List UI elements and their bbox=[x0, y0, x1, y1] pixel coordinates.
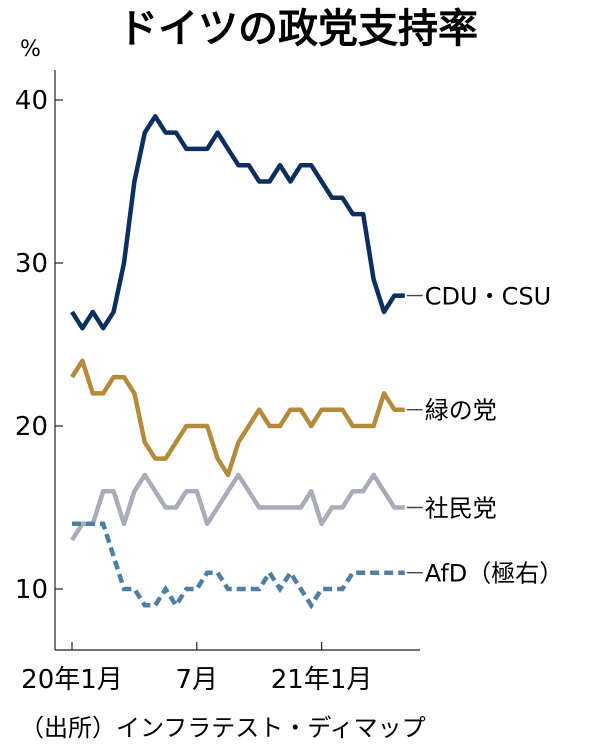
y-tick-label: 40 bbox=[15, 86, 48, 116]
series-lines bbox=[70, 114, 405, 610]
y-axis-unit: % bbox=[20, 37, 41, 62]
y-tick-label: 20 bbox=[15, 412, 48, 442]
y-tick-label: 30 bbox=[15, 249, 48, 279]
y-tick-label: 10 bbox=[15, 575, 48, 605]
series-line-1 bbox=[70, 114, 405, 331]
y-axis-ticks: 10 20 30 40 bbox=[15, 86, 63, 605]
series-line-4 bbox=[72, 521, 405, 610]
x-tick-label: 20年1月 bbox=[21, 665, 123, 695]
series-line-3 bbox=[70, 472, 405, 542]
source-note: （出所）インフラテスト・ディマップ bbox=[20, 714, 426, 742]
chart-title: ドイツの政党支持率 bbox=[118, 6, 478, 52]
series-label: 緑の党 bbox=[425, 397, 497, 425]
x-axis-ticks: 20年1月 7月 21年1月 bbox=[21, 642, 372, 695]
series-label: 社民党 bbox=[425, 495, 497, 523]
x-tick-label: 21年1月 bbox=[271, 665, 373, 695]
series-label: AfD（極右） bbox=[425, 560, 564, 588]
series-line-2 bbox=[70, 358, 405, 478]
x-tick-label: 7月 bbox=[176, 665, 219, 695]
axes bbox=[54, 70, 420, 651]
series-label: CDU・CSU bbox=[425, 283, 551, 311]
